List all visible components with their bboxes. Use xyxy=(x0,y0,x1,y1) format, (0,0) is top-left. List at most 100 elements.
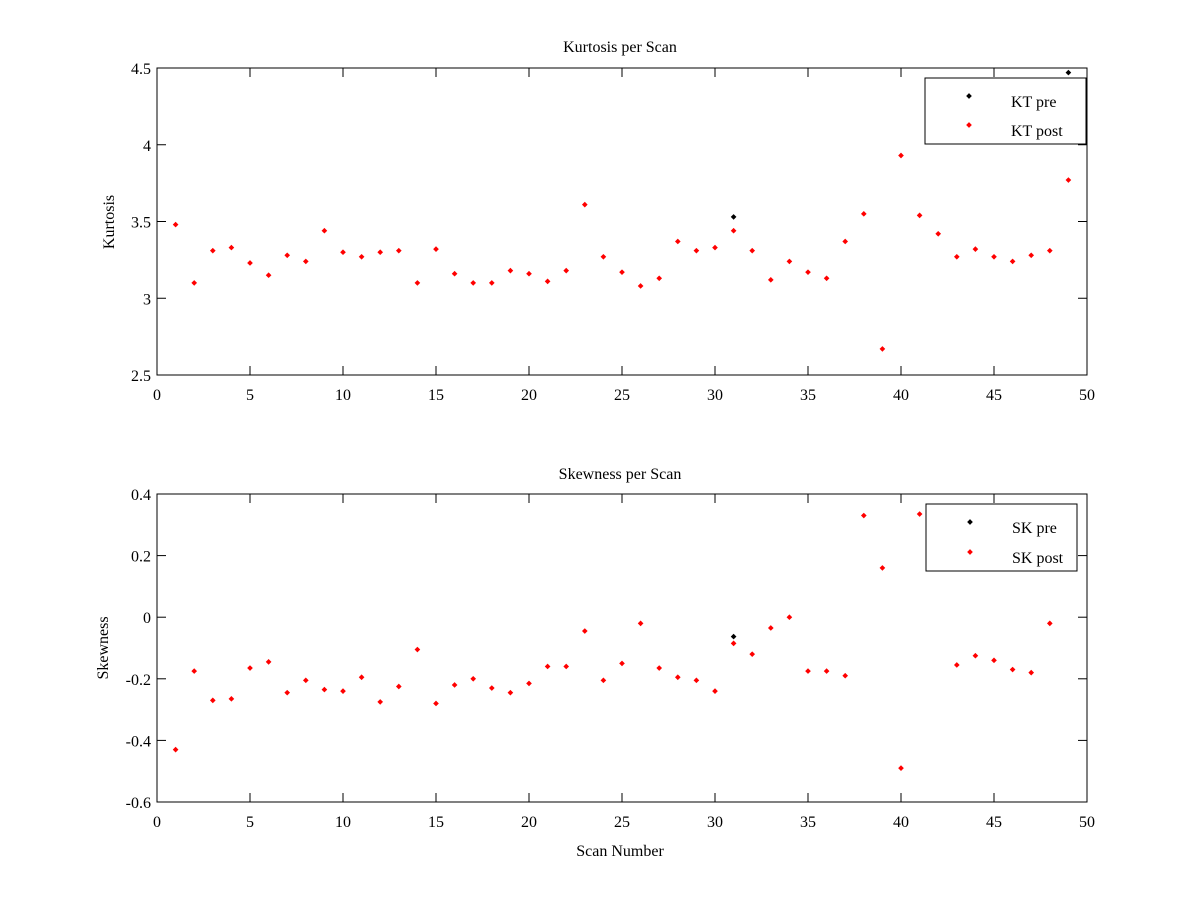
x-tick-label: 0 xyxy=(153,814,161,831)
data-point-post xyxy=(674,238,681,245)
data-point-post xyxy=(693,247,700,254)
data-point-post xyxy=(879,565,886,571)
y-tick-label: 4.5 xyxy=(131,61,151,78)
data-point-post xyxy=(395,683,402,690)
legend: KT pre KT post xyxy=(924,77,1087,145)
data-point-post xyxy=(712,688,718,694)
data-point-post xyxy=(730,227,737,234)
data-point-post xyxy=(637,283,644,289)
x-tick-label: 35 xyxy=(800,387,816,404)
legend: SK pre SK post xyxy=(925,503,1078,572)
data-point-post xyxy=(302,258,309,265)
y-tick-label: 0.2 xyxy=(131,549,151,566)
data-point-post xyxy=(860,210,867,217)
data-point-post xyxy=(842,238,849,245)
data-point-post xyxy=(730,640,737,647)
data-point-post xyxy=(805,668,811,674)
x-tick-label: 50 xyxy=(1079,814,1095,831)
x-tick-label: 20 xyxy=(521,387,537,404)
data-point-post xyxy=(1046,247,1053,254)
data-point-post xyxy=(860,512,867,519)
data-point-post xyxy=(358,253,365,260)
data-point-post xyxy=(377,699,384,705)
data-point-post xyxy=(209,247,216,254)
y-tick-label: -0.2 xyxy=(126,672,151,689)
x-tick-label: 40 xyxy=(893,814,909,831)
data-point-post xyxy=(712,244,718,251)
data-point-post xyxy=(414,646,421,653)
data-point-post xyxy=(544,663,551,670)
data-point-post xyxy=(395,247,402,254)
y-tick-label: -0.6 xyxy=(126,795,151,812)
data-point-post xyxy=(321,686,328,693)
data-point-post xyxy=(488,685,495,691)
data-point-post xyxy=(767,625,774,631)
y-axis-label: Kurtosis xyxy=(101,195,118,249)
y-tick-label: 0.4 xyxy=(131,487,151,504)
data-point-post xyxy=(898,152,904,159)
skewness-chart: Skewness per Scan Skewness Scan Number 0… xyxy=(95,466,1095,860)
x-tick-label: 5 xyxy=(246,814,254,831)
data-point-post xyxy=(340,688,346,694)
data-point-post xyxy=(321,227,328,234)
x-axis-label: Scan Number xyxy=(576,843,664,860)
data-point-post xyxy=(749,651,756,657)
data-points xyxy=(172,511,1053,771)
x-tick-label: 30 xyxy=(707,814,723,831)
x-tick-label: 40 xyxy=(893,387,909,404)
chart-title: Skewness per Scan xyxy=(559,466,682,483)
x-tick-label: 45 xyxy=(986,387,1002,404)
data-point-post xyxy=(284,252,291,259)
y-tick-label: 2.5 xyxy=(131,368,151,385)
data-point-post xyxy=(879,346,886,352)
x-tick-label: 25 xyxy=(614,814,630,831)
y-tick-label: 4 xyxy=(143,138,151,155)
legend-label-post: SK post xyxy=(1012,550,1064,567)
y-tick-label: 3 xyxy=(143,291,151,308)
data-point-post xyxy=(172,746,179,753)
data-point-post xyxy=(953,253,960,260)
data-point-post xyxy=(619,269,625,275)
data-point-pre xyxy=(730,633,737,640)
y-tick-label: 0 xyxy=(143,610,151,627)
x-tick-label: 25 xyxy=(614,387,630,404)
x-tick-label: 50 xyxy=(1079,387,1095,404)
legend-box xyxy=(925,503,1078,572)
data-point-post xyxy=(302,677,309,684)
data-point-post xyxy=(488,280,495,286)
data-point-post xyxy=(470,280,477,286)
legend-marker-pre xyxy=(966,93,972,99)
data-point-post xyxy=(265,272,272,279)
data-point-post xyxy=(693,677,700,684)
data-point-post xyxy=(1065,177,1072,183)
x-tick-label: 10 xyxy=(335,814,351,831)
x-tick-label: 20 xyxy=(521,814,537,831)
data-point-post xyxy=(953,662,960,668)
data-point-post xyxy=(600,677,607,684)
data-point-post xyxy=(674,674,681,681)
data-point-post xyxy=(786,614,793,621)
data-point-post xyxy=(414,280,421,286)
x-tick-label: 45 xyxy=(986,814,1002,831)
data-point-post xyxy=(805,269,811,275)
data-point-post xyxy=(823,275,830,282)
data-point-post xyxy=(377,249,384,256)
data-point-post xyxy=(284,689,291,696)
data-point-post xyxy=(209,697,216,704)
x-tick-label: 0 xyxy=(153,387,161,404)
data-point-post xyxy=(1009,666,1016,673)
data-point-post xyxy=(823,668,830,674)
legend-marker-post xyxy=(966,122,972,128)
legend-marker-post xyxy=(967,549,973,555)
data-point-post xyxy=(619,660,625,667)
legend-label-pre: KT pre xyxy=(1011,94,1056,111)
data-point-post xyxy=(563,663,570,670)
data-point-post xyxy=(656,275,663,282)
data-point-post xyxy=(433,700,439,707)
chart-title: Kurtosis per Scan xyxy=(563,39,677,56)
x-tick-label: 30 xyxy=(707,387,723,404)
x-tick-label: 15 xyxy=(428,814,444,831)
y-axis-label: Skewness xyxy=(95,616,112,679)
data-point-post xyxy=(637,620,644,627)
